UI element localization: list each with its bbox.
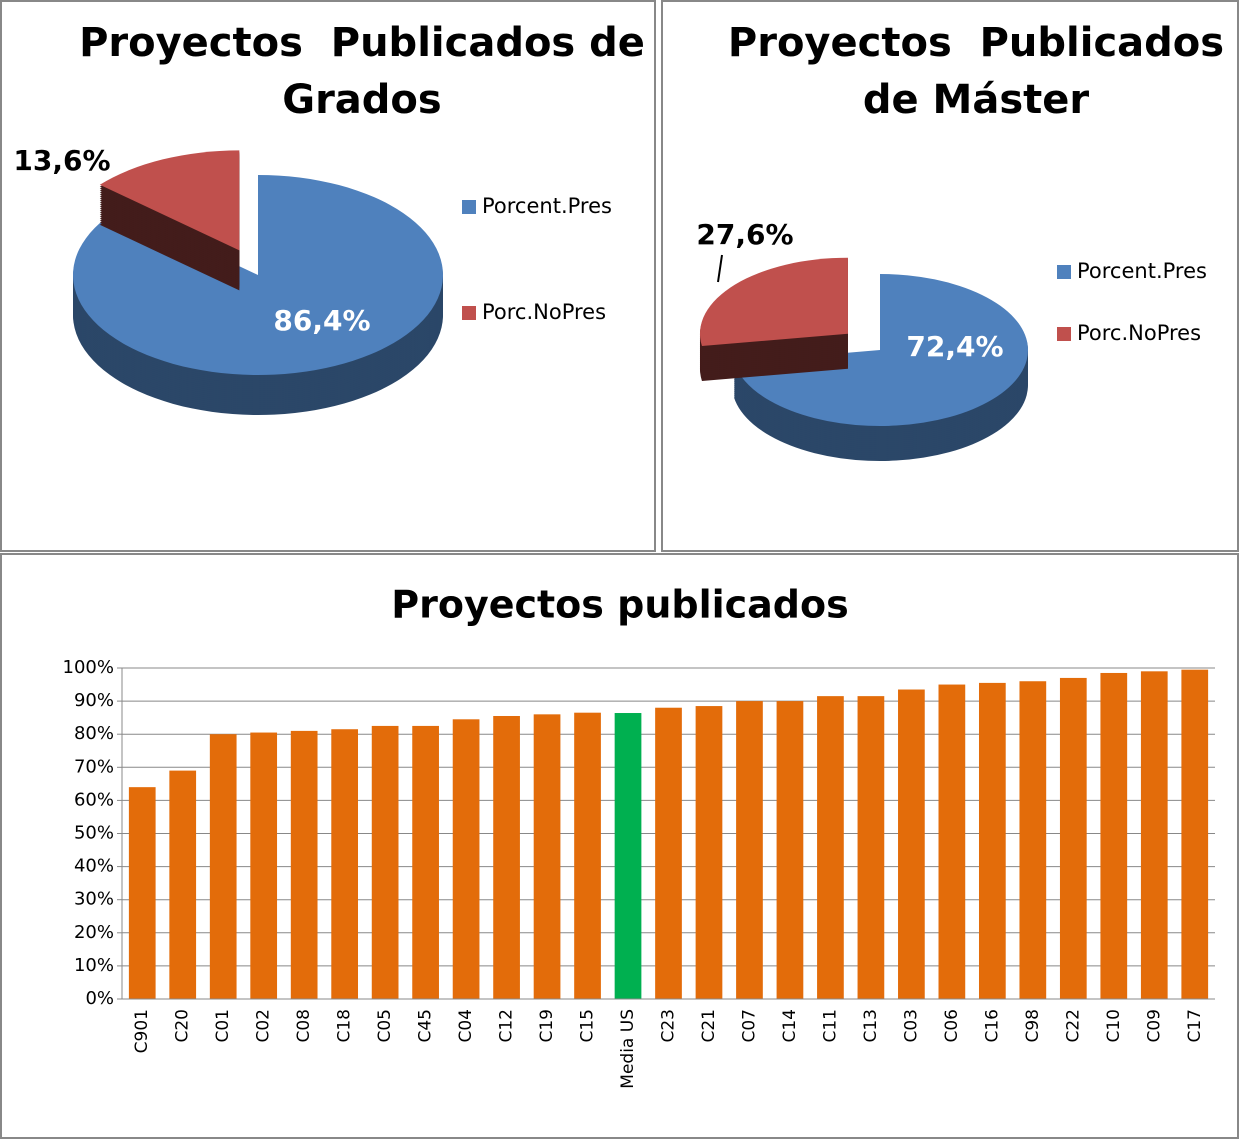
legend-swatch [462,306,476,320]
bar [331,729,359,999]
data-label: 72,4% [906,330,1003,363]
x-tick-label: Media US [618,1009,638,1089]
x-tick-label: C13 [861,1009,881,1043]
bar [817,696,844,999]
bar [493,715,520,999]
bar [736,701,763,999]
pie-slice [733,274,1028,426]
bar [695,706,723,999]
x-tick-label: C10 [1104,1009,1124,1043]
panel-border [0,0,656,552]
bar [533,714,561,999]
y-tick-label: 30% [74,889,114,910]
bar [1019,681,1047,999]
chart-title: Proyectos Publicados de [79,20,645,66]
y-tick-label: 40% [74,856,114,877]
bar [412,725,439,999]
bar [452,719,480,999]
x-tick-label: C23 [659,1009,679,1043]
y-tick-label: 90% [74,690,114,711]
pie-slice [699,257,848,347]
bar [1059,677,1087,999]
pie-slice [99,150,240,251]
x-tick-label: C05 [375,1009,395,1043]
x-tick-label: C45 [416,1009,436,1043]
bar [978,682,1006,999]
y-tick-label: 0% [85,988,114,1009]
bar [614,713,642,999]
y-tick-label: 10% [74,955,114,976]
bar [857,696,885,999]
x-tick-label: C20 [173,1009,193,1043]
x-tick-label: C09 [1144,1009,1164,1043]
x-tick-label: C08 [294,1009,314,1043]
x-tick-label: C19 [537,1009,557,1043]
legend-swatch [1057,327,1071,341]
bar [371,725,399,999]
bar [169,770,197,999]
bar [655,707,682,999]
x-tick-label: C21 [699,1009,719,1043]
panel-border [0,553,1239,1139]
x-tick-label: C01 [213,1009,233,1043]
x-tick-label: C04 [456,1009,476,1043]
x-tick-label: C18 [335,1009,355,1043]
x-tick-label: C02 [254,1009,274,1043]
x-tick-label: C98 [1023,1009,1043,1043]
x-tick-label: C14 [780,1009,800,1043]
chart-title: Proyectos Publicados [728,20,1224,66]
data-label: 13,6% [13,144,110,177]
legend-swatch [1057,265,1071,279]
y-tick-label: 100% [63,657,114,678]
legend-label: Porcent.Pres [482,194,612,218]
bar [574,712,601,999]
leader-line [717,254,723,283]
panel-border [661,0,1239,552]
x-tick-label: C06 [942,1009,962,1043]
x-tick-label: C15 [578,1009,598,1043]
bar [898,689,925,999]
y-tick-label: 70% [74,756,114,777]
y-tick-label: 50% [74,823,114,844]
bar [209,734,237,999]
data-label: 27,6% [696,218,793,251]
bar [1100,672,1128,999]
legend-label: Porc.NoPres [1077,321,1201,345]
x-tick-label: C12 [497,1009,517,1043]
bar [938,684,966,999]
x-tick-label: C16 [982,1009,1002,1043]
chart-title: Grados [282,77,441,123]
bar [290,730,318,999]
pie-slice [72,175,443,375]
legend-swatch [462,200,476,214]
x-tick-label: C17 [1185,1009,1205,1043]
chart-title: Proyectos publicados [391,583,848,627]
bar [776,701,804,999]
x-tick-label: C03 [901,1009,921,1043]
data-label: 86,4% [273,304,370,337]
y-tick-label: 20% [74,922,114,943]
y-tick-label: 80% [74,723,114,744]
y-tick-label: 60% [74,789,114,810]
chart-title: de Máster [863,77,1090,123]
legend-label: Porc.NoPres [482,300,606,324]
bar [128,787,156,999]
bar [1181,669,1209,999]
x-tick-label: C901 [132,1009,152,1053]
x-tick-label: C07 [739,1009,759,1043]
legend-label: Porcent.Pres [1077,259,1207,283]
x-tick-label: C22 [1063,1009,1083,1043]
x-tick-label: C11 [820,1009,840,1043]
bar [1140,671,1168,999]
bar [250,732,278,999]
